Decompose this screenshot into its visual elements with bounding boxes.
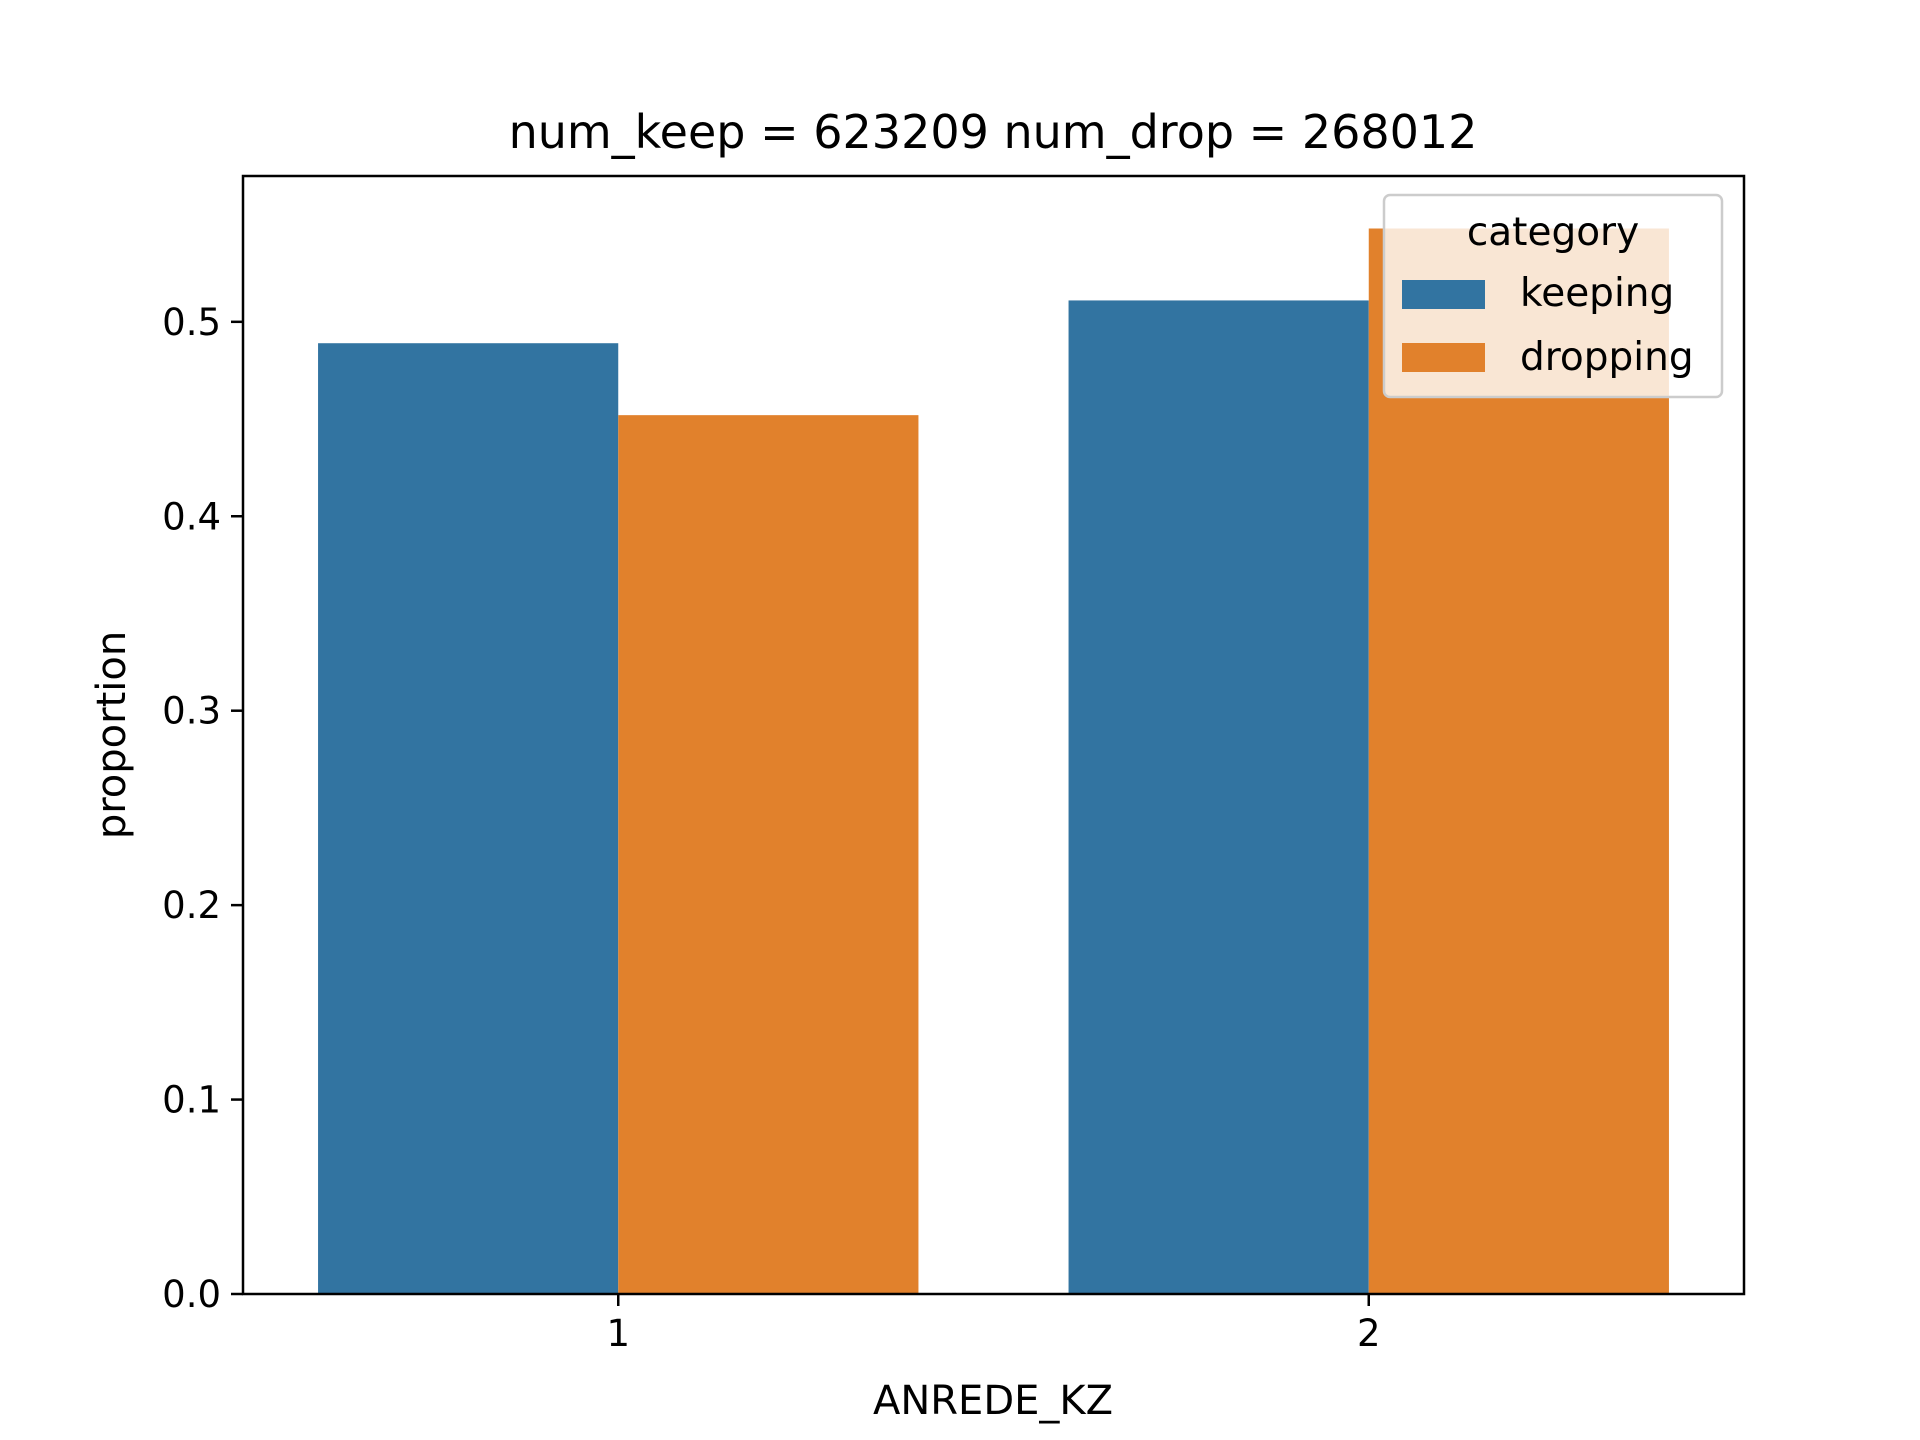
bars (318, 228, 1669, 1295)
x-tick-label: 2 (1357, 1312, 1381, 1355)
y-tick-label: 0.1 (162, 1079, 221, 1122)
legend-label-dropping: dropping (1520, 335, 1694, 380)
legend: category keeping dropping (1382, 193, 1724, 399)
y-tick-label: 0.0 (162, 1273, 221, 1316)
bar-dropping-1 (618, 415, 919, 1294)
bar-keeping-1 (318, 343, 619, 1294)
y-tick-label: 0.5 (162, 301, 221, 344)
y-tick-label: 0.3 (162, 690, 221, 733)
y-tick-label: 0.4 (162, 495, 221, 538)
legend-swatch-keeping (1402, 280, 1485, 309)
legend-title: category (1467, 210, 1639, 255)
bar-dropping-2 (1368, 228, 1669, 1294)
y-axis-ticks: 0.0 0.1 0.2 0.3 0.4 0.5 (162, 301, 243, 1316)
plot-frame (241, 174, 1746, 1296)
legend-swatch-dropping (1402, 343, 1485, 372)
x-axis-label: ANREDE_KZ (873, 1378, 1113, 1424)
y-tick-label: 0.2 (162, 884, 221, 927)
y-axis-label: proportion (89, 631, 135, 839)
x-tick-label: 1 (606, 1312, 630, 1355)
chart-title: num_keep = 623209 num_drop = 268012 (509, 105, 1478, 159)
legend-label-keeping: keeping (1520, 271, 1674, 316)
bar-keeping-2 (1068, 300, 1369, 1295)
